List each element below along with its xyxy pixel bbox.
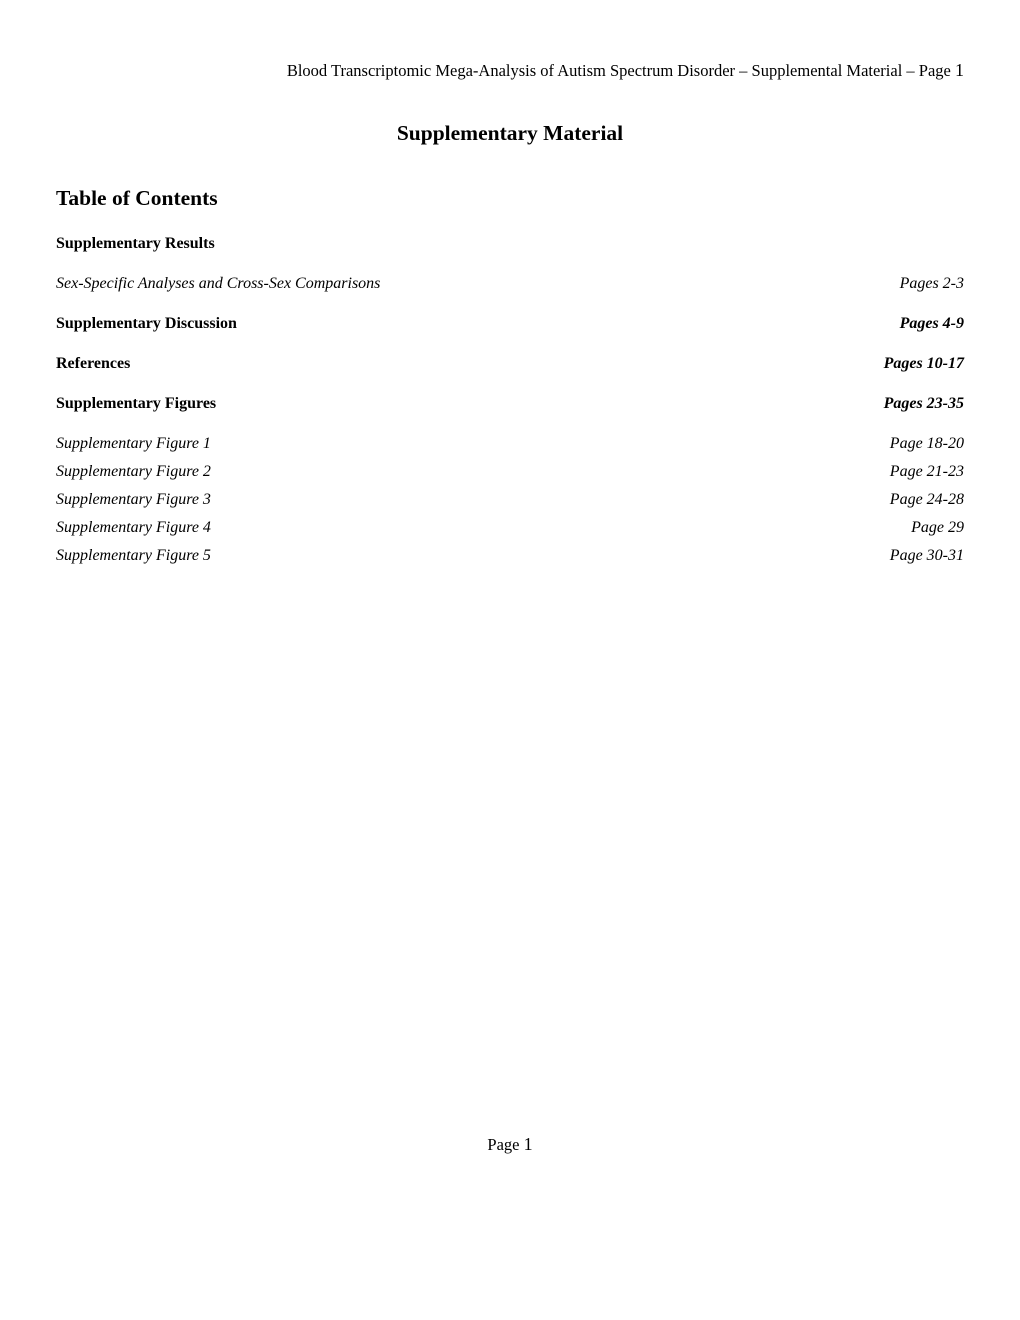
- footer-page-number: 1: [524, 1134, 533, 1154]
- header-page-number: 1: [955, 60, 964, 80]
- toc-entry-pages: Page 29: [911, 519, 964, 537]
- section-pages: Pages 23-35: [884, 395, 964, 413]
- toc-entry: Supplementary Figure 2 Page 21-23: [56, 463, 964, 481]
- section-label: Supplementary Discussion: [56, 315, 237, 333]
- toc-entry-label: Supplementary Figure 2: [56, 463, 211, 481]
- document-title: Supplementary Material: [56, 121, 964, 146]
- toc-entry-pages: Page 30-31: [890, 547, 964, 565]
- toc-entry-label: Supplementary Figure 1: [56, 435, 211, 453]
- toc-entry-pages: Page 24-28: [890, 491, 964, 509]
- footer-label: Page: [487, 1135, 523, 1154]
- toc-entry: Supplementary Figure 1 Page 18-20: [56, 435, 964, 453]
- toc-entry-label: Supplementary Figure 5: [56, 547, 211, 565]
- header-main-text: Blood Transcriptomic Mega-Analysis of Au…: [287, 61, 955, 80]
- toc-entry: Supplementary Figure 5 Page 30-31: [56, 547, 964, 565]
- section-pages: Pages 10-17: [884, 355, 964, 373]
- section-label: Supplementary Figures: [56, 395, 216, 413]
- toc-entry-label: Supplementary Figure 3: [56, 491, 211, 509]
- section-supplementary-results: Supplementary Results: [56, 235, 964, 253]
- toc-entry-label: Supplementary Figure 4: [56, 519, 211, 537]
- section-references: References Pages 10-17: [56, 355, 964, 373]
- toc-entry: Sex-Specific Analyses and Cross-Sex Comp…: [56, 275, 964, 293]
- section-label: Supplementary Results: [56, 235, 215, 252]
- section-label: References: [56, 355, 130, 373]
- section-supplementary-figures: Supplementary Figures Pages 23-35: [56, 395, 964, 413]
- toc-entry: Supplementary Figure 3 Page 24-28: [56, 491, 964, 509]
- toc-entry-pages: Pages 2-3: [900, 275, 964, 293]
- toc-entry: Supplementary Figure 4 Page 29: [56, 519, 964, 537]
- footer: Page 1: [0, 1134, 1020, 1155]
- section-pages: Pages 4-9: [900, 315, 964, 333]
- section-supplementary-discussion: Supplementary Discussion Pages 4-9: [56, 315, 964, 333]
- toc-entry-pages: Page 21-23: [890, 463, 964, 481]
- toc-entry-label: Sex-Specific Analyses and Cross-Sex Comp…: [56, 275, 380, 293]
- toc-title: Table of Contents: [56, 186, 964, 211]
- header-text: Blood Transcriptomic Mega-Analysis of Au…: [56, 60, 964, 81]
- toc-entry-pages: Page 18-20: [890, 435, 964, 453]
